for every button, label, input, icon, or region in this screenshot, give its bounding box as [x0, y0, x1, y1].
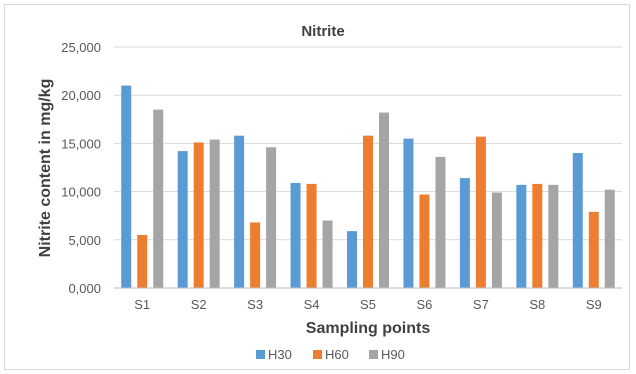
- x-axis-ticks: S1 S2 S3 S4 S5 S6 S7 S8 S9: [134, 297, 601, 312]
- bar-h90-s9: [604, 189, 615, 288]
- bar-h60-s6: [419, 194, 430, 288]
- y-axis-ticks: 0,000 5,000 10,000 15,000 20,000 25,000: [61, 40, 101, 296]
- legend-label-h30: H30: [268, 347, 292, 362]
- bar-h60-s4: [306, 183, 317, 288]
- bar-h30-s1: [121, 85, 132, 288]
- x-tick-label: S9: [586, 297, 602, 312]
- bar-h30-s3: [234, 135, 245, 288]
- bar-h90-s8: [548, 184, 559, 288]
- x-tick-label: S8: [529, 297, 545, 312]
- y-tick-label: 5,000: [68, 233, 101, 248]
- bar-h60-s7: [475, 136, 486, 288]
- x-tick-label: S7: [473, 297, 489, 312]
- y-tick-label: 10,000: [61, 185, 101, 200]
- x-tick-label: S5: [360, 297, 376, 312]
- bar-h90-s7: [491, 192, 502, 288]
- bar-h30-s9: [572, 153, 583, 288]
- bar-h60-s1: [137, 234, 148, 288]
- legend-swatch-h90: [369, 350, 378, 359]
- bar-h90-s4: [322, 220, 333, 288]
- bar-h60-s8: [532, 183, 543, 288]
- bar-h30-s7: [459, 178, 470, 288]
- y-axis-title: Nitrite content in mg/kg: [37, 79, 54, 258]
- legend-swatch-h60: [313, 350, 322, 359]
- legend-swatch-h30: [256, 350, 265, 359]
- bar-h30-s4: [290, 182, 301, 288]
- y-tick-label: 15,000: [61, 136, 101, 151]
- y-tick-label: 0,000: [68, 281, 101, 296]
- legend: H30 H60 H90: [256, 347, 405, 362]
- bar-h90-s1: [153, 109, 164, 288]
- legend-label-h60: H60: [325, 347, 349, 362]
- bar-h90-s3: [266, 147, 277, 288]
- legend-label-h90: H90: [381, 347, 405, 362]
- x-tick-label: S6: [416, 297, 432, 312]
- x-tick-label: S4: [304, 297, 320, 312]
- bar-h60-s5: [363, 135, 373, 288]
- bar-h60-s3: [250, 222, 261, 288]
- x-axis-title: Sampling points: [306, 320, 431, 337]
- bar-h30-s6: [403, 138, 414, 288]
- bar-h30-s8: [516, 184, 527, 288]
- bar-h90-s2: [209, 139, 220, 288]
- x-tick-label: S1: [134, 297, 150, 312]
- x-tick-label: S2: [191, 297, 207, 312]
- bar-h30-s2: [177, 151, 188, 288]
- chart-title: Nitrite: [301, 23, 344, 40]
- bar-h30-s5: [347, 231, 357, 288]
- y-tick-label: 20,000: [61, 88, 101, 103]
- bar-h60-s2: [193, 142, 204, 288]
- bar-h60-s9: [588, 211, 599, 288]
- bar-h90-s5: [379, 112, 389, 288]
- bars: [121, 85, 615, 288]
- bar-h90-s6: [435, 156, 446, 288]
- y-tick-label: 25,000: [61, 40, 101, 55]
- x-tick-label: S3: [247, 297, 263, 312]
